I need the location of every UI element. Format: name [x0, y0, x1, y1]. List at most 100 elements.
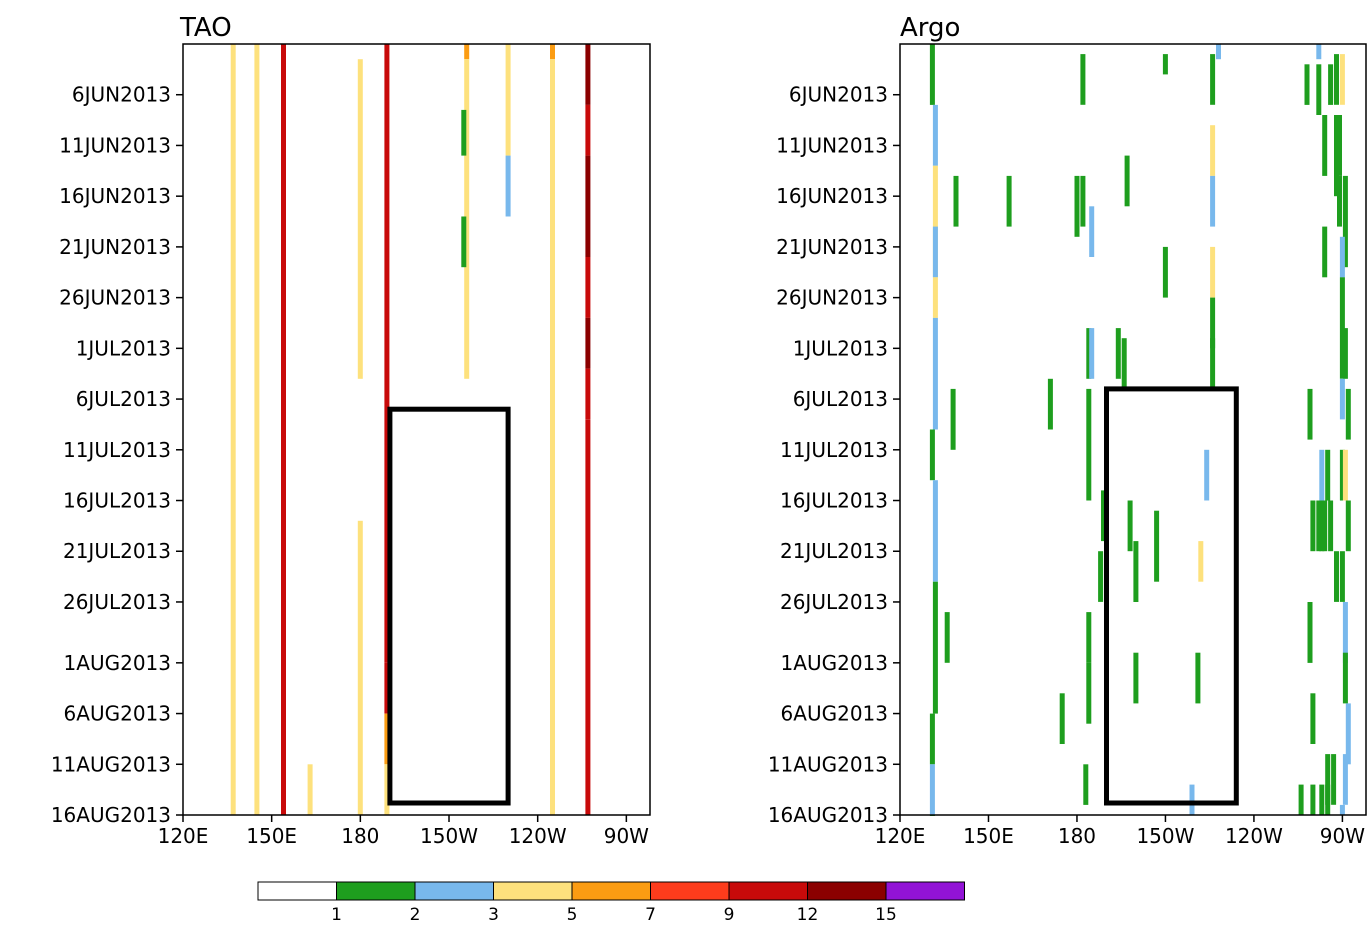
tao-y-tick-label: 26JUN2013 — [59, 286, 171, 310]
argo-segments — [929, 44, 1351, 816]
argo-data-segment — [1316, 500, 1322, 552]
argo-data-segment — [1322, 115, 1328, 176]
argo-highlight-box — [1104, 386, 1239, 806]
argo-x-tick-label: 120E — [875, 824, 926, 848]
tao-data-segment — [550, 44, 555, 60]
argo-y-tick-label: 11AUG2013 — [768, 752, 888, 776]
tao-x-tick-label: 180 — [341, 824, 379, 848]
argo-x-tick-label: 150W — [1136, 824, 1194, 848]
argo-data-segment — [1086, 612, 1092, 663]
argo-data-segment — [1319, 449, 1325, 501]
argo-data-segment — [1339, 236, 1345, 278]
argo-data-segment — [1339, 54, 1345, 105]
argo-data-segment — [1342, 175, 1348, 268]
argo-data-segment — [929, 713, 935, 765]
argo-data-segment — [1101, 490, 1106, 542]
tao-data-segment — [505, 44, 511, 156]
argo-data-segment — [1322, 226, 1328, 278]
argo-data-segment — [1189, 784, 1195, 815]
argo-data-segment — [1342, 449, 1348, 501]
argo-y-tick-label: 16JUL2013 — [780, 489, 888, 513]
tao-data-segment — [384, 713, 390, 765]
argo-data-segment — [1334, 54, 1339, 105]
tao-data-segment — [585, 368, 591, 420]
tao-data-segment — [357, 520, 363, 815]
argo-data-segment — [1133, 652, 1139, 704]
tao-plot-frame — [182, 43, 651, 816]
argo-data-segment — [1127, 500, 1133, 552]
argo-data-segment — [1115, 328, 1121, 379]
argo-data-segment — [1337, 175, 1342, 227]
argo-data-segment — [1322, 500, 1328, 552]
tao-y-tick-label: 11AUG2013 — [51, 752, 171, 776]
argo-data-segment — [953, 175, 959, 227]
tao-x-axis: 120E 150E 180 150W 120W 90W — [158, 815, 649, 848]
argo-panel-title: Argo — [900, 13, 960, 43]
argo-x-tick-label: 90W — [1320, 824, 1365, 848]
tao-y-tick-label: 11JUL2013 — [63, 438, 171, 462]
argo-data-segment — [929, 764, 935, 815]
argo-data-segment — [944, 612, 950, 663]
argo-y-tick-label: 21JUN2013 — [776, 235, 888, 259]
tao-data-segment — [585, 155, 591, 257]
tao-data-segment — [357, 59, 363, 379]
argo-data-segment — [1089, 206, 1095, 257]
colorbar-swatch — [885, 881, 965, 901]
tao-data-segment — [550, 59, 555, 815]
argo-data-segment — [1319, 500, 1325, 552]
argo-data-segment — [1339, 378, 1345, 420]
tao-data-segment — [585, 257, 591, 318]
colorbar-label: 9 — [724, 905, 735, 925]
argo-data-segment — [1325, 449, 1331, 501]
argo-data-segment — [1006, 175, 1012, 227]
colorbar-swatch — [650, 881, 730, 901]
argo-data-segment — [932, 226, 938, 278]
argo-x-axis: 120E 150E 180 150W 120W 90W — [875, 815, 1365, 848]
tao-y-tick-label: 21JUN2013 — [59, 235, 171, 259]
tao-y-axis: 6JUN2013 11JUN2013 16JUN2013 21JUN2013 26JUN… — [51, 83, 183, 827]
colorbar-label: 12 — [797, 905, 819, 925]
argo-data-segment — [1210, 54, 1216, 105]
tao-panel: TAO 120E 150E 180 150W 120W 90W 6JUN2013 11JUN… — [51, 13, 651, 848]
tao-x-tick-label: 120W — [509, 824, 567, 848]
argo-data-segment — [1328, 500, 1334, 552]
argo-data-segment — [1204, 449, 1210, 501]
argo-x-tick-label: 120W — [1225, 824, 1283, 848]
argo-data-segment — [1331, 754, 1337, 805]
tao-data-segment — [585, 44, 591, 105]
colorbar-swatch — [493, 881, 573, 901]
argo-data-segment — [1339, 804, 1345, 815]
tao-y-tick-label: 1JUL2013 — [76, 336, 171, 360]
argo-data-segment — [1210, 246, 1216, 298]
argo-data-segment — [932, 317, 938, 430]
colorbar-label: 5 — [567, 905, 578, 925]
tao-highlight-box — [387, 406, 511, 806]
argo-data-segment — [1342, 328, 1348, 379]
argo-y-tick-label: 6JUL2013 — [793, 387, 888, 411]
tao-x-tick-label: 150E — [246, 824, 297, 848]
argo-y-tick-label: 21JUL2013 — [780, 539, 888, 563]
argo-data-segment — [950, 388, 956, 450]
argo-data-segment — [1133, 541, 1139, 602]
tao-panel-title: TAO — [179, 13, 232, 43]
argo-data-segment — [1059, 693, 1065, 744]
argo-data-segment — [1328, 64, 1334, 105]
argo-data-segment — [1210, 297, 1216, 349]
argo-data-segment — [1345, 388, 1351, 440]
colorbar-swatch — [807, 881, 887, 901]
tao-y-tick-label: 1AUG2013 — [64, 651, 171, 675]
argo-y-tick-label: 1AUG2013 — [781, 651, 888, 675]
tao-data-segment — [464, 59, 470, 379]
argo-data-segment — [929, 429, 935, 481]
argo-y-tick-label: 16JUN2013 — [776, 184, 888, 208]
argo-data-segment — [1089, 328, 1095, 379]
colorbar-label: 15 — [875, 905, 897, 925]
argo-y-tick-label: 1JUL2013 — [793, 336, 888, 360]
argo-data-segment — [1162, 246, 1168, 298]
argo-data-segment — [1124, 155, 1130, 207]
argo-y-tick-label: 6AUG2013 — [781, 702, 888, 726]
argo-data-segment — [1304, 64, 1310, 105]
argo-data-segment — [1086, 662, 1092, 724]
argo-data-segment — [929, 44, 935, 105]
